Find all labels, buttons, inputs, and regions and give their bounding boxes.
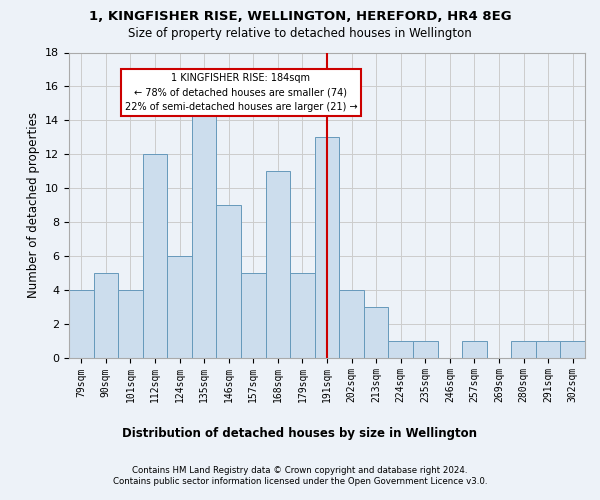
- Bar: [266, 171, 290, 358]
- Text: Size of property relative to detached houses in Wellington: Size of property relative to detached ho…: [128, 28, 472, 40]
- Text: 1, KINGFISHER RISE, WELLINGTON, HEREFORD, HR4 8EG: 1, KINGFISHER RISE, WELLINGTON, HEREFORD…: [89, 10, 511, 23]
- Bar: [143, 154, 167, 358]
- Bar: [339, 290, 364, 358]
- Bar: [192, 104, 217, 358]
- Bar: [69, 290, 94, 358]
- Bar: [388, 340, 413, 357]
- Bar: [462, 340, 487, 357]
- Text: Contains HM Land Registry data © Crown copyright and database right 2024.: Contains HM Land Registry data © Crown c…: [132, 466, 468, 475]
- Text: 1 KINGFISHER RISE: 184sqm
← 78% of detached houses are smaller (74)
22% of semi-: 1 KINGFISHER RISE: 184sqm ← 78% of detac…: [125, 73, 358, 112]
- Y-axis label: Number of detached properties: Number of detached properties: [26, 112, 40, 298]
- Bar: [118, 290, 143, 358]
- Bar: [290, 273, 315, 357]
- Bar: [364, 306, 388, 358]
- Bar: [511, 340, 536, 357]
- Bar: [315, 137, 339, 358]
- Bar: [536, 340, 560, 357]
- Text: Distribution of detached houses by size in Wellington: Distribution of detached houses by size …: [122, 428, 478, 440]
- Bar: [560, 340, 585, 357]
- Bar: [94, 273, 118, 357]
- Text: Contains public sector information licensed under the Open Government Licence v3: Contains public sector information licen…: [113, 477, 487, 486]
- Bar: [413, 340, 437, 357]
- Bar: [167, 256, 192, 358]
- Bar: [217, 205, 241, 358]
- Bar: [241, 273, 266, 357]
